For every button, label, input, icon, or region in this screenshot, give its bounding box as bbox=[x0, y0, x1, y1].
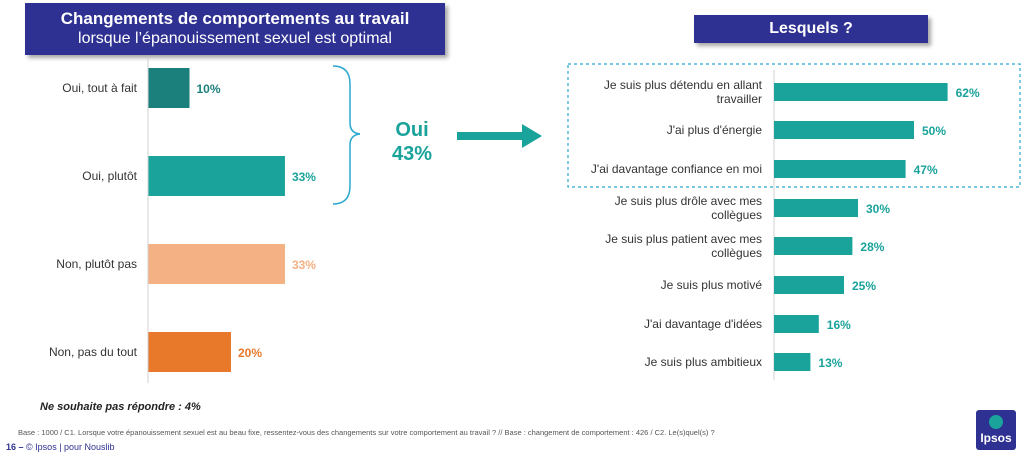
no-answer-note: Ne souhaite pas répondre : 4% bbox=[40, 401, 201, 413]
left-value-label: 10% bbox=[197, 82, 221, 96]
footer-text: © Ipsos | pour Nouslib bbox=[26, 442, 115, 452]
footer: 16 – © Ipsos | pour Nouslib bbox=[6, 442, 115, 452]
left-bar bbox=[148, 68, 190, 108]
brace-icon bbox=[332, 65, 361, 205]
right-value-label: 28% bbox=[860, 240, 884, 254]
right-bar bbox=[774, 199, 858, 217]
left-category-label: Oui, tout à fait bbox=[62, 81, 137, 95]
right-category-label: Je suis plus motivé bbox=[661, 278, 763, 292]
right-bar bbox=[774, 160, 906, 178]
right-value-label: 47% bbox=[914, 163, 938, 177]
right-category-label: Je suis plus détendu en allant travailler bbox=[604, 78, 763, 106]
right-category-label: Je suis plus patient avec mes collègues bbox=[605, 232, 762, 260]
page-number: 16 – bbox=[6, 442, 24, 452]
left-category-label: Non, pas du tout bbox=[49, 345, 138, 359]
arrow-head-icon bbox=[522, 124, 542, 148]
logo-text: Ipsos bbox=[980, 431, 1012, 445]
right-bar bbox=[774, 83, 948, 101]
oui-label-line2: 43% bbox=[391, 143, 433, 165]
right-value-label: 30% bbox=[866, 202, 890, 216]
right-value-label: 16% bbox=[827, 318, 851, 332]
left-value-label: 33% bbox=[292, 258, 316, 272]
ipsos-logo: Ipsos bbox=[976, 410, 1016, 450]
right-category-label: J'ai plus d'énergie bbox=[667, 123, 763, 137]
right-category-label: J'ai davantage confiance en moi bbox=[591, 162, 762, 176]
left-title-line1: Changements de comportements au travail bbox=[60, 9, 410, 28]
left-category-label: Oui, plutôt bbox=[82, 169, 137, 183]
left-bar bbox=[148, 332, 231, 372]
right-bar bbox=[774, 121, 914, 139]
right-value-label: 25% bbox=[852, 279, 876, 293]
left-chart-title: Changements de comportements au travail … bbox=[25, 3, 445, 55]
logo-circle-icon bbox=[989, 415, 1003, 429]
right-category-label: Je suis plus drôle avec mes collègues bbox=[615, 194, 762, 222]
base-note: Base : 1000 / C1. Lorsque votre épanouis… bbox=[18, 428, 715, 437]
right-bar bbox=[774, 353, 811, 371]
right-bar bbox=[774, 315, 819, 333]
left-title-line2: lorsque l’épanouissement sexuel est opti… bbox=[78, 30, 392, 47]
left-value-label: 20% bbox=[238, 346, 262, 360]
left-value-label: 33% bbox=[292, 170, 316, 184]
left-category-label: Non, plutôt pas bbox=[56, 257, 137, 271]
right-bar bbox=[774, 276, 844, 294]
left-bar bbox=[148, 244, 285, 284]
highlight-box bbox=[567, 63, 1021, 188]
left-bar bbox=[148, 156, 285, 196]
oui-total-label: Oui 43% bbox=[382, 118, 442, 166]
right-category-label: J'ai davantage d'idées bbox=[644, 317, 762, 331]
right-category-label: Je suis plus ambitieux bbox=[645, 355, 762, 369]
right-chart-title: Lesquels ? bbox=[694, 15, 928, 43]
right-value-label: 50% bbox=[922, 124, 946, 138]
right-value-label: 62% bbox=[956, 86, 980, 100]
right-bar bbox=[774, 237, 853, 255]
right-value-label: 13% bbox=[818, 356, 842, 370]
oui-label-line1: Oui bbox=[395, 119, 429, 141]
arrow-shaft bbox=[457, 132, 524, 140]
